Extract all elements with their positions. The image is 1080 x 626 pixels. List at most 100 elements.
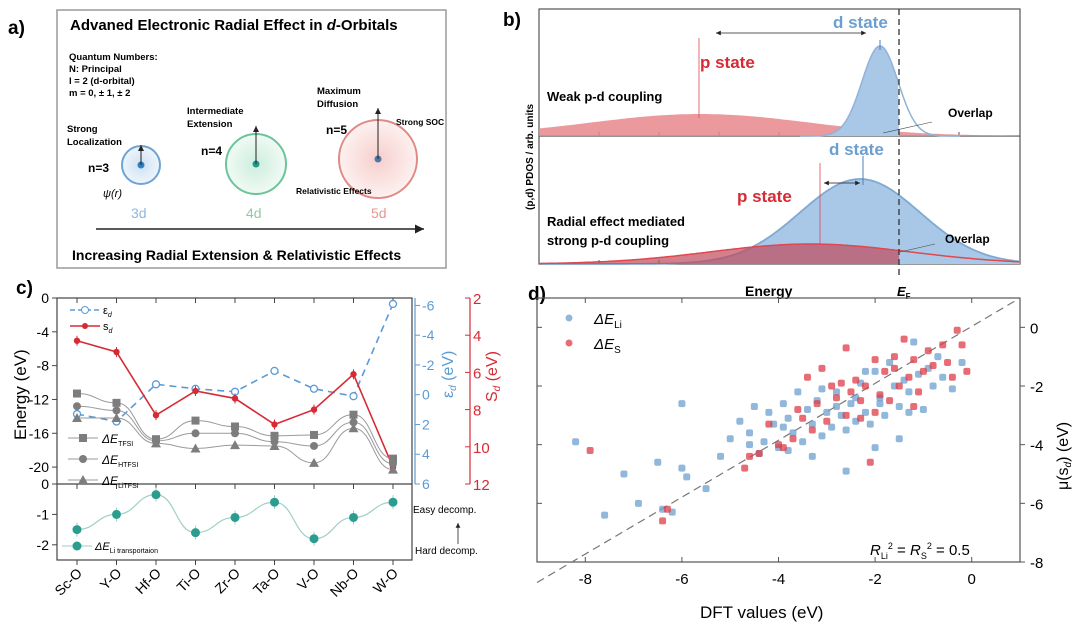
point-s xyxy=(755,449,763,457)
point-s xyxy=(852,376,860,384)
legend-marker xyxy=(79,434,87,442)
point-li xyxy=(765,408,773,416)
point-li xyxy=(871,367,879,375)
point-d xyxy=(151,380,161,389)
legend-li-label: ΔELi transportaion xyxy=(94,541,158,555)
d-state-dos-bottom xyxy=(539,179,1020,264)
li-transport-point xyxy=(230,512,240,522)
category-label: Ti-O xyxy=(173,565,203,595)
svg-text:n=3: n=3 xyxy=(88,161,109,175)
xtick-label: -8 xyxy=(579,571,592,588)
xtick-label: -4 xyxy=(772,571,785,588)
ytick-label: 0 xyxy=(1030,320,1038,337)
li-transport-point xyxy=(270,497,279,507)
panel-d: d) -8 -6 -4 -2 0 0 -2 -4 -6 -8 ΔELi ΔES DFT values … xyxy=(528,284,1074,622)
point-s xyxy=(741,464,749,472)
legend-sd-label: sd xyxy=(103,321,114,335)
point-elitfsi xyxy=(388,464,398,474)
panel-b-label: b) xyxy=(503,10,521,31)
point-s xyxy=(886,397,894,405)
point-s xyxy=(905,373,913,381)
point-li xyxy=(750,403,758,411)
legend-gray-label: ΔELiTFSI xyxy=(101,474,139,490)
parity-line xyxy=(536,297,1021,584)
point-li xyxy=(808,452,816,460)
panel-c-ylabel: Energy (eV) xyxy=(11,349,30,440)
point-s xyxy=(871,356,879,364)
point-li xyxy=(939,373,947,381)
point-li xyxy=(948,385,956,393)
sd-tick-label: 8 xyxy=(473,403,481,420)
legend-marker xyxy=(565,314,573,322)
point-s xyxy=(799,414,807,422)
point-li xyxy=(886,359,894,367)
point-s xyxy=(963,367,971,375)
point-s xyxy=(586,447,594,455)
ytick-label: -8 xyxy=(1030,555,1043,572)
li-transport-point xyxy=(349,512,358,522)
p-state-label-top: p state xyxy=(700,53,755,72)
point-li xyxy=(895,435,903,443)
point-li xyxy=(717,452,725,460)
point-elitfsi xyxy=(269,440,280,450)
ytick-label: -4 xyxy=(37,324,50,340)
point-s xyxy=(866,458,874,466)
point-elitfsi xyxy=(348,423,359,433)
point-etfsi xyxy=(349,410,358,419)
overlap-pointer-bottom xyxy=(899,243,936,253)
point-s xyxy=(857,397,865,405)
point-li xyxy=(779,400,787,408)
ytick-label: -1 xyxy=(37,506,50,522)
overlap-label-bottom: Overlap xyxy=(945,232,990,246)
epsilon-tick-label: 2 xyxy=(422,416,430,432)
point-ehtfsi xyxy=(231,429,239,438)
point-li xyxy=(905,388,913,396)
legend-li-marker xyxy=(72,541,82,551)
epsilon-tick-label: -4 xyxy=(422,327,435,343)
li-transport-point xyxy=(388,497,398,507)
point-s xyxy=(803,373,811,381)
point-s xyxy=(794,405,802,413)
point-li xyxy=(683,473,691,481)
panel-a: a) Advaned Electronic Radial Effect in d… xyxy=(8,9,447,269)
legend-eps-label: εd xyxy=(103,305,113,319)
quantum-numbers: Quantum Numbers: N: Principal l = 2 (d-o… xyxy=(69,52,158,99)
point-li xyxy=(746,441,754,449)
svg-text:Extension: Extension xyxy=(187,119,233,130)
strong-coupling-note-2: strong p-d coupling xyxy=(547,233,669,248)
legend-marker xyxy=(565,339,573,347)
p-state-label-bottom: p state xyxy=(737,187,792,206)
point-s xyxy=(823,417,831,425)
point-li xyxy=(823,408,831,416)
point-li xyxy=(808,420,816,428)
legend-gray-label: ΔETFSI xyxy=(101,432,133,448)
ytick-label: -8 xyxy=(37,358,50,374)
orbital-3d: Strong Localization n=3 ψ(r) 3d xyxy=(67,124,161,221)
legend-marker xyxy=(79,455,87,463)
point-li xyxy=(876,400,884,408)
legend-sd-marker xyxy=(82,323,88,329)
svg-text:m = 0, ± 1, ± 2: m = 0, ± 1, ± 2 xyxy=(69,88,130,99)
xtick-label: -6 xyxy=(675,571,688,588)
sd-tick-label: 2 xyxy=(473,291,481,308)
panel-c: c) Energy (eV) εd (eV) Sd (eV) 0-4-8-12-… xyxy=(11,278,503,600)
svg-text:N: Principal: N: Principal xyxy=(69,64,122,75)
point-s xyxy=(837,379,845,387)
d-state-dos-top xyxy=(800,46,899,136)
svg-text:Localization: Localization xyxy=(67,137,122,148)
point-s xyxy=(746,452,754,460)
orbital-4d: Intermediate Extension n=4 4d xyxy=(187,106,287,221)
legend-label: ΔES xyxy=(593,336,621,356)
point-li xyxy=(847,400,855,408)
point-s xyxy=(910,356,918,364)
overlap-pointer-top xyxy=(882,121,933,134)
panel-b-ylabel: (p,d) PDOS / arb. units xyxy=(525,103,536,210)
panel-a-title: Advaned Electronic Radial Effect in d-Or… xyxy=(70,17,398,34)
point-sd xyxy=(231,395,239,402)
sd-tick-label: 4 xyxy=(473,328,481,345)
li-transport-point xyxy=(72,525,82,535)
point-ehtfsi xyxy=(73,402,81,411)
panel-d-label: d) xyxy=(528,284,546,305)
point-s xyxy=(944,359,952,367)
point-s xyxy=(953,326,961,334)
